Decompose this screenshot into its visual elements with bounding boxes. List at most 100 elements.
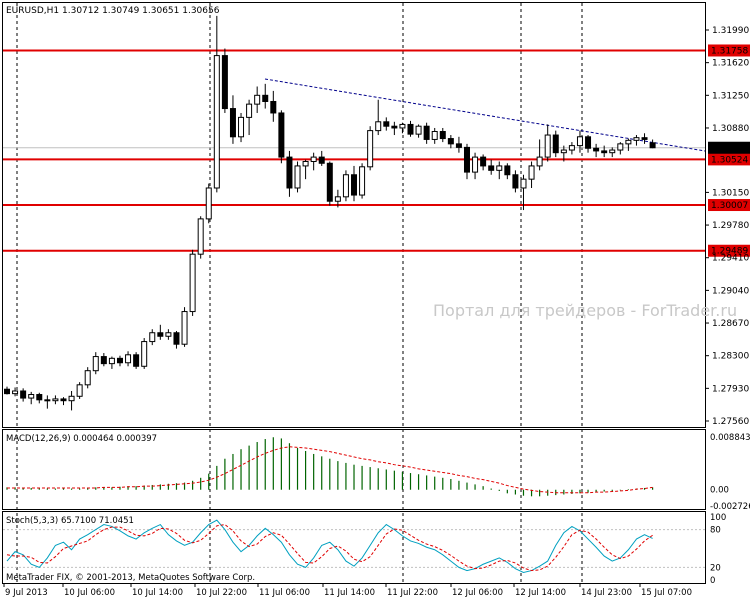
candle-body: [310, 156, 317, 163]
candle: [262, 83, 269, 109]
candle-body: [246, 103, 253, 118]
candle-body: [512, 174, 519, 189]
candle-body: [181, 311, 188, 345]
candle-body: [447, 138, 454, 145]
candlesticks: [4, 15, 656, 411]
candle: [213, 15, 220, 193]
candle: [326, 161, 333, 206]
candle: [399, 122, 406, 134]
symbol-label: EURUSD,H1: [6, 6, 59, 16]
candle-body: [197, 218, 204, 255]
ohlc-label: 1.30712 1.30749 1.30651 1.30656: [62, 6, 220, 16]
candle: [165, 329, 172, 340]
candle-body: [536, 156, 543, 167]
candle: [488, 159, 495, 175]
price-tick-label: 1.27930: [712, 384, 749, 394]
candle: [496, 161, 503, 180]
candle-body: [286, 156, 293, 189]
candle-body: [116, 357, 123, 364]
candle: [254, 86, 261, 113]
candle: [609, 147, 616, 158]
macd-indicator: 0.008843 0.00 -0.002726: [6, 433, 750, 512]
time-tick-label: 10 Jul 14:00: [132, 588, 183, 598]
candle-body: [173, 332, 180, 345]
stoch-pane-frame: [2, 511, 706, 584]
candle-body: [254, 94, 261, 105]
time-tick-label: 12 Jul 06:00: [452, 588, 503, 598]
stoch-tick-label: 20: [710, 563, 721, 573]
candle-body: [60, 398, 67, 402]
candle-body: [359, 166, 366, 196]
level-price-label: 1.30524: [711, 155, 748, 165]
price-tick-label: 1.29780: [712, 221, 749, 231]
candle: [447, 135, 454, 149]
candle-body: [189, 253, 196, 313]
candle: [116, 355, 123, 367]
macd-signal-line: [7, 446, 653, 494]
candle-body: [423, 125, 430, 140]
macd-pane-frame: [2, 429, 706, 510]
candle: [391, 121, 398, 136]
time-tick-label: 9 Jul 2013: [5, 588, 48, 598]
candle-body: [504, 165, 511, 176]
candle-body: [141, 341, 148, 367]
level-price-box: [708, 153, 750, 166]
candle-body: [609, 149, 616, 154]
candle-body: [480, 156, 487, 167]
macd-tick-label: 0.00: [710, 486, 729, 496]
candle: [351, 165, 358, 202]
candle: [641, 133, 648, 144]
candle-body: [68, 395, 75, 402]
time-tick-label: 12 Jul 14:00: [515, 588, 566, 598]
candle-body: [125, 354, 132, 364]
candle: [108, 356, 115, 369]
price-tick-label: 1.30150: [712, 188, 749, 198]
candle: [633, 135, 640, 146]
candle: [480, 154, 487, 171]
candle-body: [12, 390, 19, 395]
candle-body: [165, 332, 172, 337]
candle-body: [633, 137, 640, 141]
candle: [12, 387, 19, 397]
copyright-label: MetaTrader FIX, © 2001-2013, MetaQuotes …: [6, 573, 255, 583]
time-tick-label: 10 Jul 22:00: [196, 588, 247, 598]
price-tick-label: 1.31990: [712, 26, 749, 36]
candle-body: [36, 394, 43, 401]
candle: [463, 143, 470, 180]
candle-body: [76, 384, 83, 397]
candle: [302, 159, 309, 180]
candle: [125, 351, 132, 367]
price-tick-label: 1.29410: [712, 254, 749, 264]
stoch-tick-label: 0: [710, 576, 715, 586]
candle: [100, 353, 107, 367]
candle: [173, 330, 180, 349]
main-pane-frame: [2, 2, 706, 428]
candle: [431, 127, 438, 144]
candle: [4, 386, 10, 395]
candle-body: [617, 143, 624, 151]
candle-body: [294, 165, 301, 189]
candle-body: [568, 145, 575, 151]
time-tick-label: 14 Jul 23:00: [581, 588, 632, 598]
trendline[interactable]: [264, 78, 706, 152]
candle: [36, 392, 43, 404]
candle-body: [496, 165, 503, 171]
macd-tick-label: -0.002726: [710, 502, 750, 512]
candle: [68, 390, 75, 411]
candle-body: [28, 394, 35, 399]
candle-body: [593, 147, 600, 152]
candle-body: [334, 196, 341, 202]
candle: [294, 161, 301, 193]
candle-body: [238, 116, 245, 138]
candle: [439, 127, 446, 143]
level-price-label: 1.29489: [711, 247, 748, 257]
candle-body: [601, 150, 608, 154]
candle-body: [157, 332, 164, 337]
level-price-label: 1.31758: [711, 46, 748, 56]
candle: [84, 367, 91, 389]
candle-body: [149, 332, 156, 343]
candle-body: [399, 123, 406, 129]
candle: [342, 170, 349, 202]
